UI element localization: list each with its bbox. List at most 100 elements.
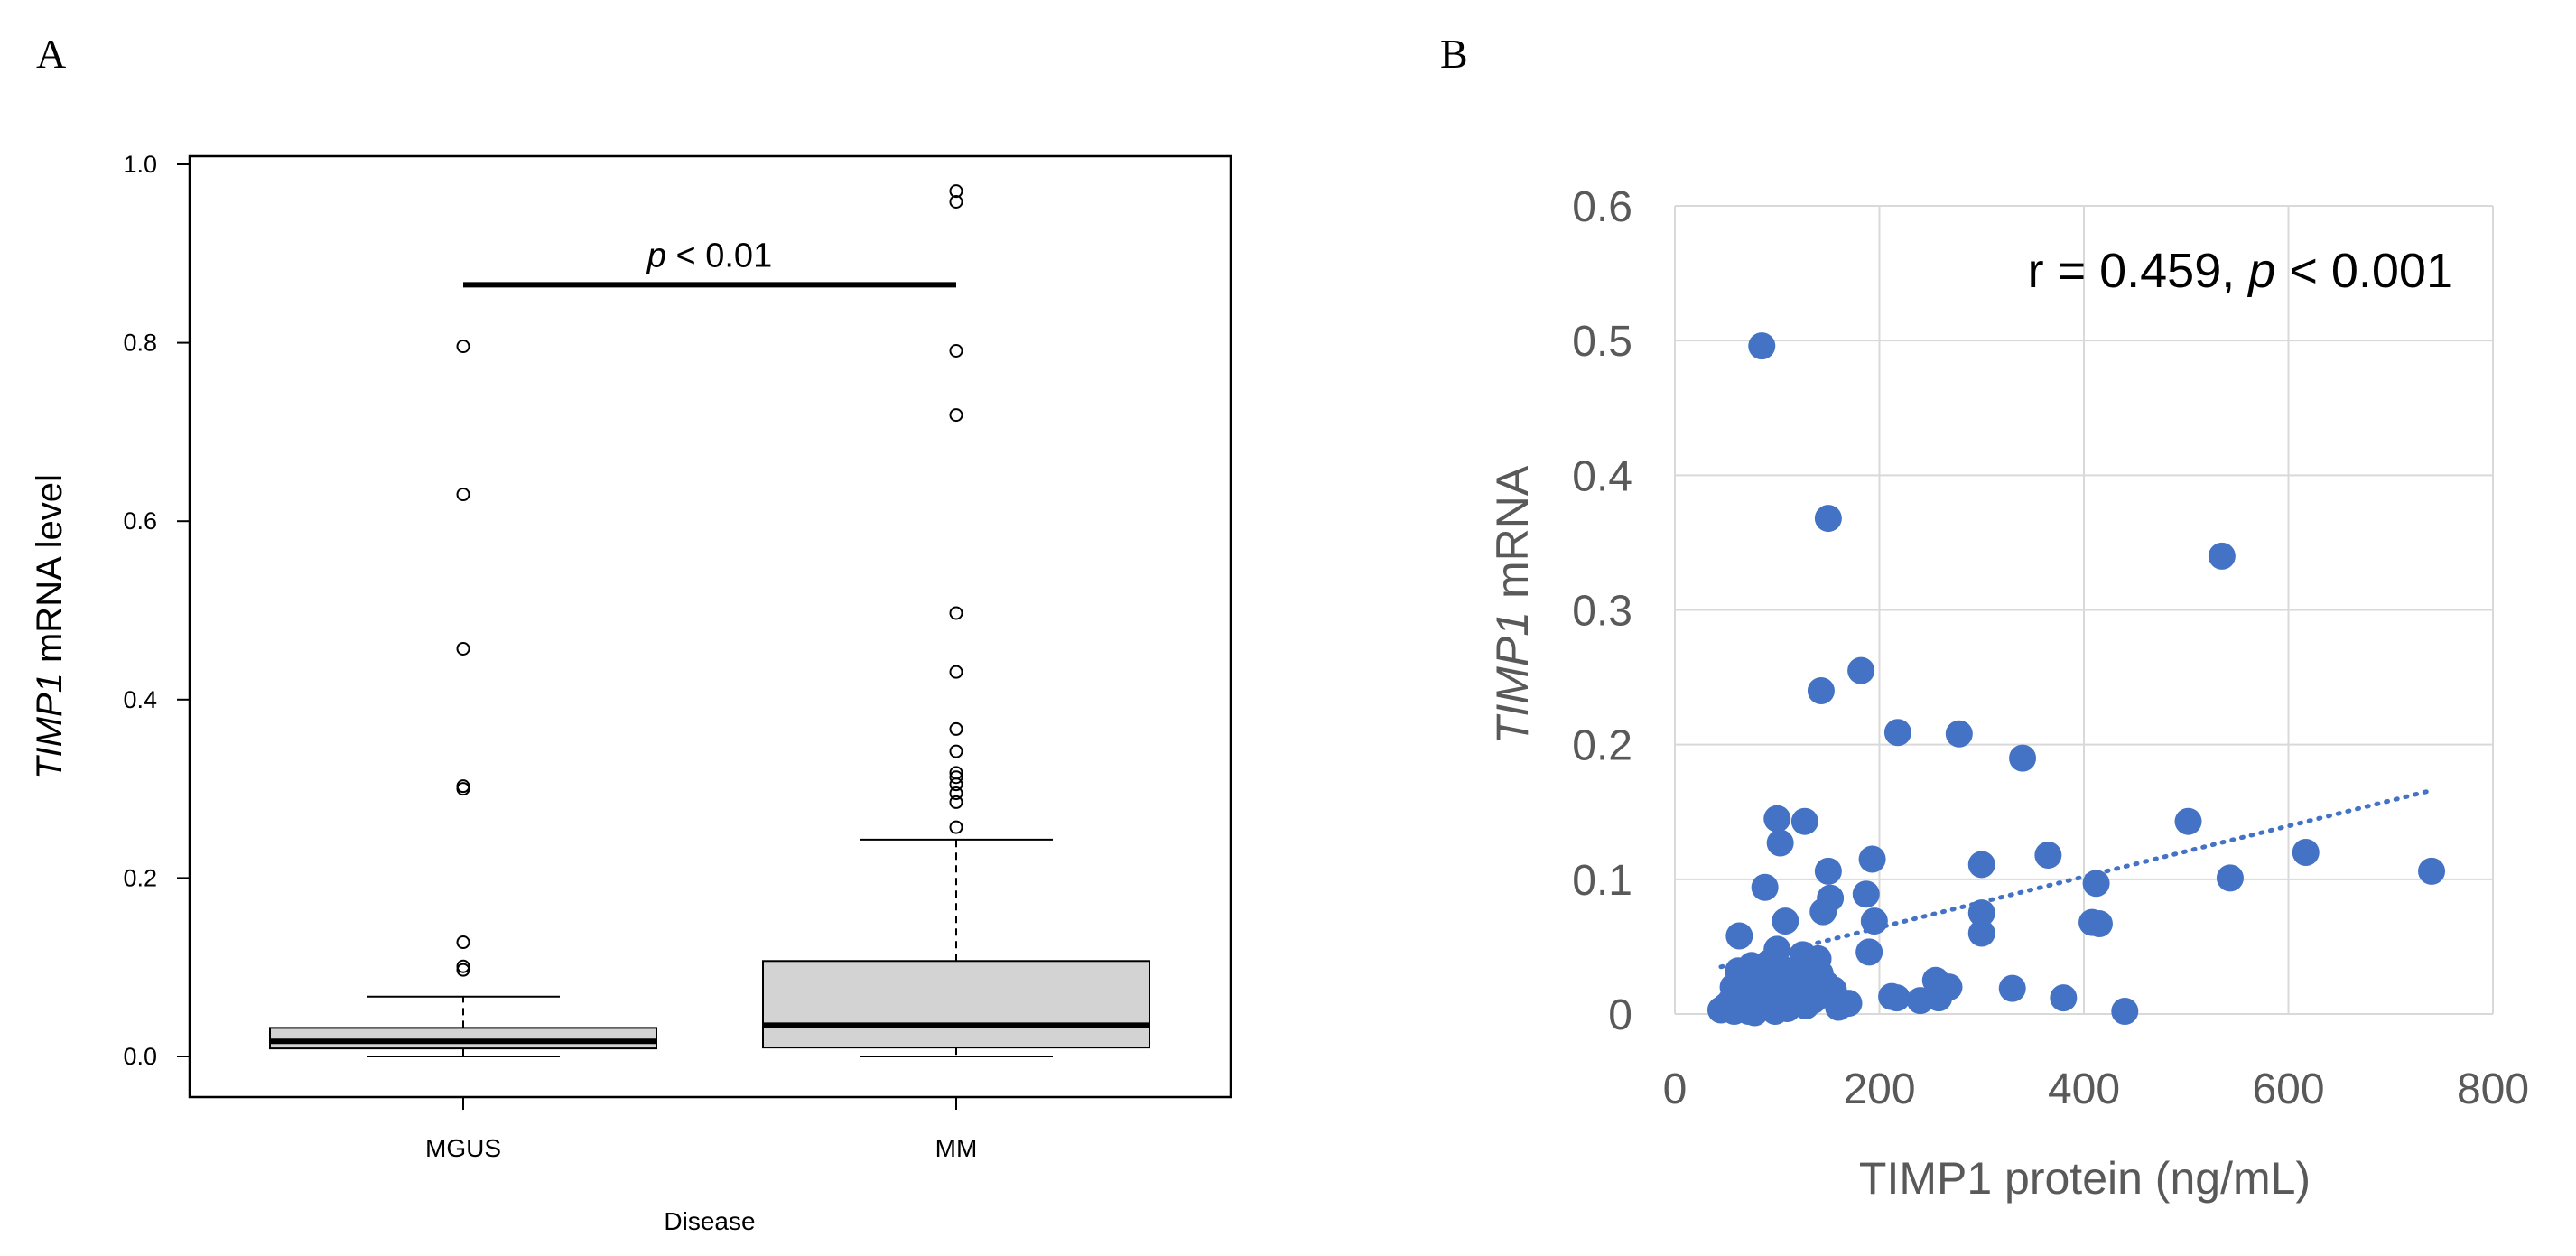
boxplot-y-tick-label: 0.2 bbox=[123, 864, 157, 891]
scatter-x-tick-label: 800 bbox=[2457, 1065, 2529, 1113]
box-outlier bbox=[456, 340, 470, 354]
correlation-p-value: < 0.001 bbox=[2275, 244, 2453, 298]
scatter-y-axis-label: TIMP1 mRNA bbox=[1487, 465, 1538, 744]
boxplot-y-tick-label: 0.8 bbox=[123, 330, 157, 357]
box-outlier bbox=[949, 795, 963, 809]
scatter-point bbox=[1855, 938, 1883, 966]
boxplot-y-tick-label: 0.4 bbox=[123, 686, 157, 713]
significance-label: p < 0.01 bbox=[646, 237, 772, 274]
box-outlier bbox=[949, 766, 963, 780]
boxplot-y-axis-label-rest: mRNA level bbox=[30, 474, 70, 673]
boxplot-frame bbox=[188, 154, 1232, 1099]
boxplot-x-axis: MGUS MM bbox=[425, 1097, 977, 1162]
scatter-points bbox=[1706, 332, 2446, 1027]
scatter-y-tick-label: 0.1 bbox=[1572, 857, 1632, 905]
scatter-point bbox=[1728, 988, 1756, 1016]
scatter-y-axis: 0 0.1 0.2 0.3 0.4 0.5 0.6 bbox=[1572, 183, 1632, 1039]
panel-b-label: B bbox=[1440, 31, 1468, 77]
scatter-y-tick-label: 0.6 bbox=[1572, 183, 1632, 231]
scatter-point bbox=[1967, 851, 1995, 879]
scatter-point bbox=[1748, 332, 1776, 360]
scatter-point bbox=[1772, 907, 1799, 935]
boxplot-y-tick-label: 0.6 bbox=[123, 507, 157, 535]
box-outlier bbox=[949, 744, 963, 758]
scatter-point bbox=[2418, 857, 2446, 885]
box-outlier bbox=[456, 779, 470, 794]
scatter-y-axis-label-rest: mRNA bbox=[1487, 465, 1538, 611]
scatter-y-tick-label: 0 bbox=[1608, 991, 1632, 1039]
scatter-point bbox=[1766, 829, 1794, 857]
box-outlier bbox=[456, 782, 470, 796]
panel-a-label: A bbox=[36, 31, 66, 77]
scatter-point bbox=[1807, 677, 1835, 704]
boxplot-chart: 0.0 0.2 0.4 0.6 0.8 1.0 MGUS MM p < 0.01 Disea… bbox=[30, 151, 1232, 1235]
scatter-y-tick-label: 0.2 bbox=[1572, 722, 1632, 770]
correlation-p-symbol: p bbox=[2246, 244, 2275, 298]
scatter-trendline bbox=[1718, 787, 2434, 970]
scatter-point bbox=[1814, 505, 1842, 533]
box-outlier bbox=[949, 820, 963, 834]
scatter-point bbox=[1835, 990, 1863, 1018]
scatter-x-tick-label: 200 bbox=[1843, 1065, 1915, 1113]
box-outlier bbox=[949, 786, 963, 801]
scatter-point bbox=[1945, 720, 1973, 748]
scatter-point bbox=[1791, 992, 1819, 1020]
box-outlier bbox=[949, 408, 963, 423]
scatter-point bbox=[1814, 857, 1842, 885]
scatter-point bbox=[2216, 864, 2244, 892]
boxplot-y-axis-label-gene: TIMP1 bbox=[30, 673, 70, 779]
box-outlier bbox=[949, 665, 963, 679]
scatter-x-tick-label: 0 bbox=[1663, 1065, 1688, 1113]
box-outlier bbox=[456, 935, 470, 950]
scatter-y-tick-label: 0.5 bbox=[1572, 318, 1632, 366]
scatter-point bbox=[1790, 807, 1818, 835]
scatter-point bbox=[1751, 873, 1779, 901]
boxplot-x-axis-label: Disease bbox=[664, 1207, 755, 1235]
scatter-point bbox=[1809, 898, 1837, 926]
significance-p-value: < 0.01 bbox=[666, 237, 772, 274]
scatter-point bbox=[1860, 907, 1888, 935]
box-mm bbox=[762, 184, 1150, 1057]
scatter-point bbox=[1883, 719, 1911, 747]
scatter-x-axis: 0 200 400 600 800 bbox=[1663, 1065, 2529, 1113]
scatter-point bbox=[1967, 919, 1995, 947]
scatter-point bbox=[1725, 922, 1753, 950]
box-outlier bbox=[456, 963, 470, 977]
box-outlier bbox=[456, 641, 470, 656]
box-outlier bbox=[949, 770, 963, 785]
boxplot-y-axis-label: TIMP1 mRNA level bbox=[30, 474, 70, 779]
scatter-point bbox=[1806, 960, 1834, 988]
box-outlier bbox=[949, 606, 963, 620]
scatter-point bbox=[2208, 542, 2236, 570]
box-outlier bbox=[456, 959, 470, 973]
scatter-point bbox=[1772, 990, 1799, 1018]
boxplot-boxes bbox=[269, 184, 1150, 1057]
scatter-point bbox=[2009, 744, 2037, 772]
scatter-point bbox=[2292, 839, 2320, 866]
boxplot-x-tick-label: MGUS bbox=[425, 1134, 501, 1162]
scatter-point bbox=[2174, 807, 2202, 835]
significance-annotation: p < 0.01 bbox=[463, 237, 956, 288]
scatter-y-tick-label: 0.3 bbox=[1572, 588, 1632, 636]
box-outlier bbox=[456, 488, 470, 502]
boxplot-y-tick-label: 1.0 bbox=[123, 151, 157, 178]
scatter-point bbox=[2082, 870, 2110, 898]
significance-p-symbol: p bbox=[646, 237, 666, 274]
box-iqr bbox=[762, 960, 1150, 1049]
scatter-y-tick-label: 0.4 bbox=[1572, 452, 1632, 500]
scatter-x-axis-label: TIMP1 protein (ng/mL) bbox=[1859, 1153, 2311, 1204]
scatter-point bbox=[1763, 805, 1791, 833]
box-outlier bbox=[949, 343, 963, 358]
box-outlier bbox=[949, 184, 963, 199]
scatter-point bbox=[1998, 974, 2026, 1002]
scatter-point bbox=[2085, 910, 2113, 938]
boxplot-y-axis: 0.0 0.2 0.4 0.6 0.8 1.0 bbox=[123, 151, 191, 1070]
boxplot-y-tick-label: 0.0 bbox=[123, 1043, 157, 1070]
scatter-grid bbox=[1674, 205, 2494, 1015]
box-mgus bbox=[269, 340, 657, 1057]
box-iqr bbox=[269, 1027, 657, 1050]
scatter-point bbox=[1935, 973, 1963, 1001]
scatter-point bbox=[1858, 845, 1886, 873]
correlation-annotation: r = 0.459, p < 0.001 bbox=[2028, 244, 2453, 298]
